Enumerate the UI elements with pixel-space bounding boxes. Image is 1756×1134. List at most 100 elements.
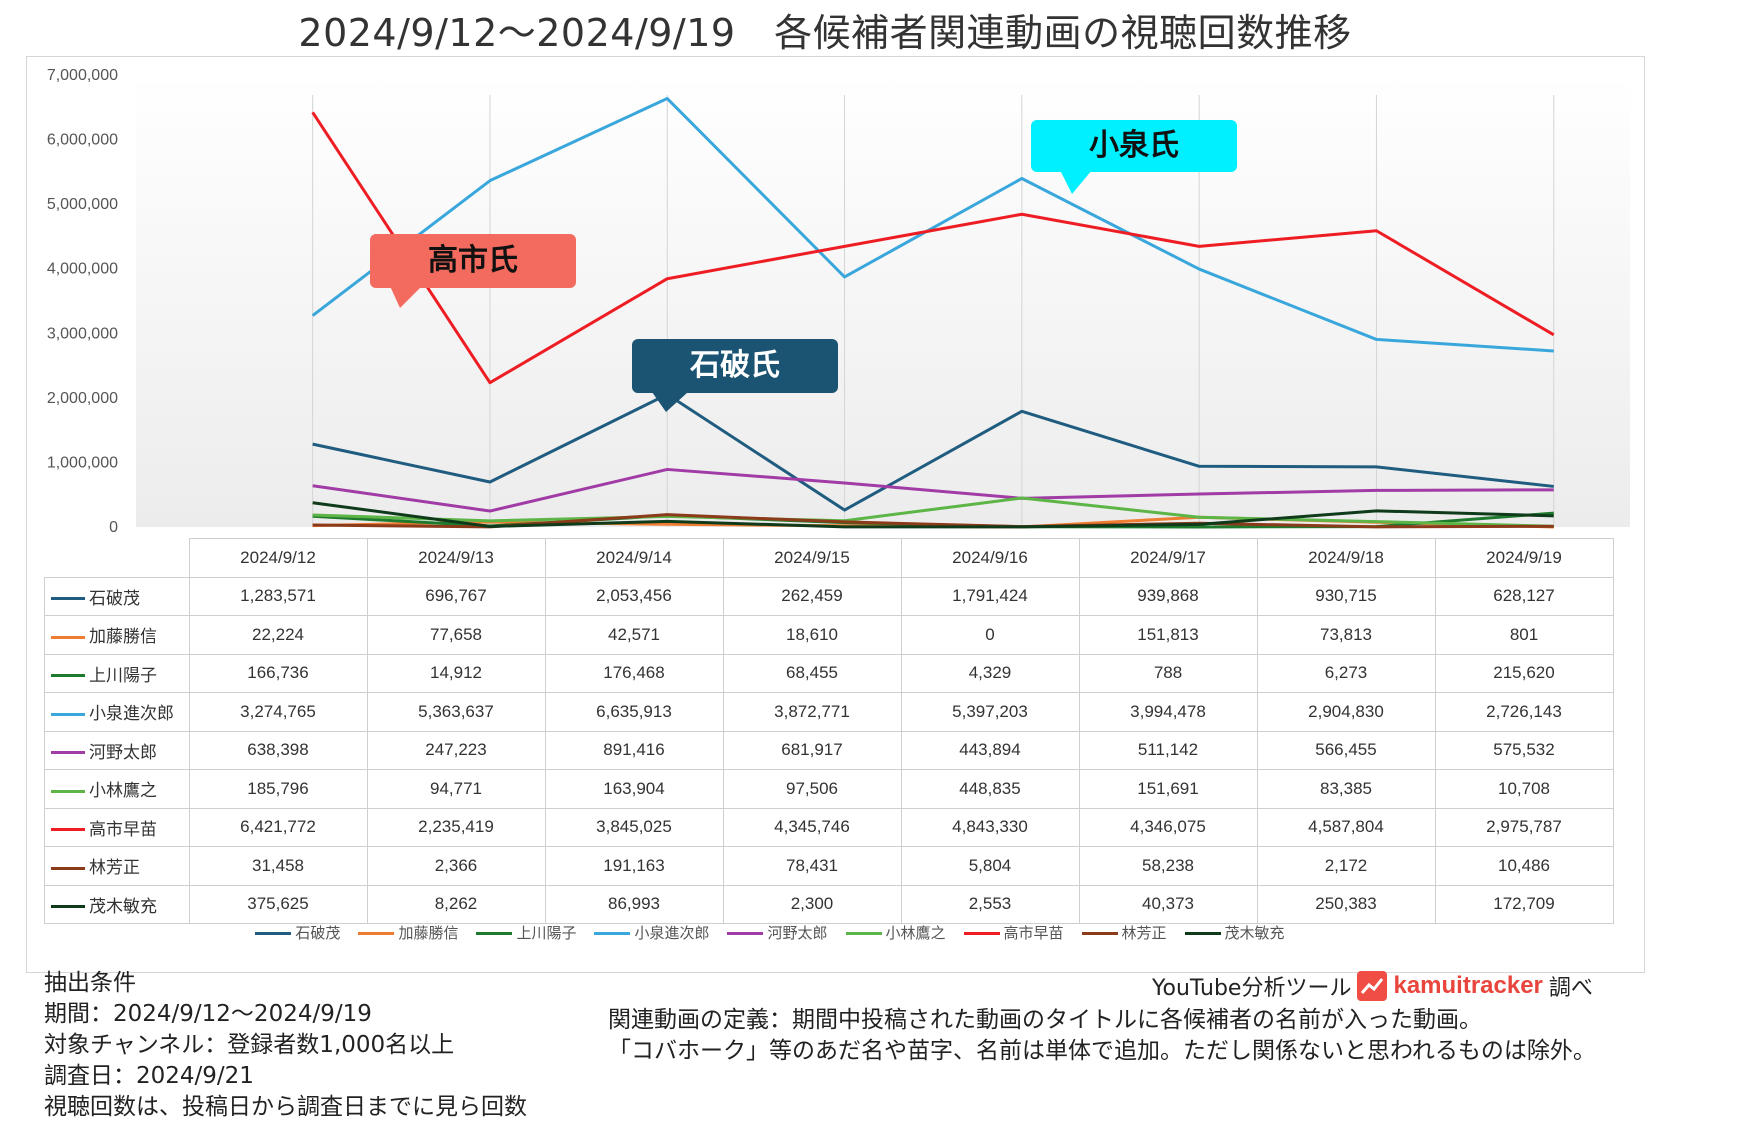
table-row-series-name: 小林鷹之 bbox=[44, 769, 190, 809]
legend-label: 上川陽子 bbox=[516, 924, 577, 942]
table-row-series-name: 上川陽子 bbox=[44, 653, 190, 693]
table-cell-value: 638,398 bbox=[188, 730, 368, 770]
series-name: 高市早苗 bbox=[89, 819, 157, 840]
table-cell-value: 4,587,804 bbox=[1256, 807, 1436, 847]
callout-ishiba: 石破氏 bbox=[632, 339, 838, 393]
legend-swatch bbox=[51, 905, 85, 909]
table-cell-value: 2,300 bbox=[722, 884, 902, 924]
legend-label: 加藤勝信 bbox=[398, 924, 459, 942]
table-cell-value: 2,053,456 bbox=[544, 576, 724, 616]
legend-swatch bbox=[51, 635, 85, 639]
table-cell-value: 628,127 bbox=[1434, 576, 1614, 616]
legend-label: 河野太郎 bbox=[767, 924, 828, 942]
table-cell-value: 801 bbox=[1434, 615, 1614, 655]
table-cell-value: 40,373 bbox=[1078, 884, 1258, 924]
y-tick-label: 3,000,000 bbox=[47, 325, 118, 342]
table-cell-value: 3,274,765 bbox=[188, 692, 368, 732]
table-cell-value: 163,904 bbox=[544, 769, 724, 809]
legend-swatch bbox=[1081, 932, 1118, 935]
table-cell-value: 6,635,913 bbox=[544, 692, 724, 732]
table-cell-value: 939,868 bbox=[1078, 576, 1258, 616]
table-cell-value: 97,506 bbox=[722, 769, 902, 809]
table-cell-value: 5,804 bbox=[900, 846, 1080, 886]
legend-item: 高市早苗 bbox=[963, 922, 1064, 943]
table-cell-value: 2,366 bbox=[366, 846, 546, 886]
series-name: 上川陽子 bbox=[89, 665, 157, 686]
table-cell-value: 172,709 bbox=[1434, 884, 1614, 924]
legend-label: 小泉進次郎 bbox=[634, 924, 710, 942]
table-cell-value: 6,273 bbox=[1256, 653, 1436, 693]
table-cell-value: 77,658 bbox=[366, 615, 546, 655]
table-cell-value: 78,431 bbox=[722, 846, 902, 886]
chart-legend: 石破茂 加藤勝信 上川陽子 小泉進次郎 河野太郎 小林鷹之 高市早苗 林芳正 茂木敏充 bbox=[0, 922, 1540, 943]
table-cell-value: 5,397,203 bbox=[900, 692, 1080, 732]
series-name: 小泉進次郎 bbox=[89, 704, 174, 725]
legend-swatch bbox=[51, 597, 85, 601]
table-row: 小林鷹之 185,796 94,771 163,904 97,506 448,835 151… bbox=[44, 769, 1614, 809]
legend-swatch bbox=[51, 789, 85, 793]
table-cell-value: 2,235,419 bbox=[366, 807, 546, 847]
table-cell-value: 215,620 bbox=[1434, 653, 1614, 693]
table-cell-value: 73,813 bbox=[1256, 615, 1436, 655]
table-cell-value: 94,771 bbox=[366, 769, 546, 809]
table-cell-value: 891,416 bbox=[544, 730, 724, 770]
table-cell-value: 5,363,637 bbox=[366, 692, 546, 732]
legend-swatch bbox=[51, 712, 85, 716]
series-line-小泉進次郎 bbox=[311, 97, 1554, 353]
table-cell-value: 511,142 bbox=[1078, 730, 1258, 770]
table-cell-value: 6,421,772 bbox=[188, 807, 368, 847]
series-line-石破茂 bbox=[312, 392, 1554, 512]
y-tick-label: 1,000,000 bbox=[47, 454, 118, 471]
table-cell-value: 930,715 bbox=[1256, 576, 1436, 616]
legend-swatch bbox=[476, 932, 513, 935]
table-column-header: 2024/9/14 bbox=[544, 538, 724, 578]
y-tick-label: 4,000,000 bbox=[47, 261, 118, 278]
series-name: 河野太郎 bbox=[89, 742, 157, 763]
table-cell-value: 2,553 bbox=[900, 884, 1080, 924]
y-tick-label: 6,000,000 bbox=[47, 132, 118, 149]
table-cell-value: 2,975,787 bbox=[1434, 807, 1614, 847]
table-cell-value: 4,346,075 bbox=[1078, 807, 1258, 847]
legend-label: 高市早苗 bbox=[1003, 924, 1064, 942]
table-cell-value: 42,571 bbox=[544, 615, 724, 655]
table-row: 高市早苗 6,421,772 2,235,419 3,845,025 4,345,746… bbox=[44, 807, 1614, 847]
callout-takaichi-label: 高市氏 bbox=[428, 243, 518, 278]
legend-swatch bbox=[51, 828, 85, 832]
y-tick-label: 5,000,000 bbox=[47, 196, 118, 213]
table-cell-value: 14,912 bbox=[366, 653, 546, 693]
legend-label: 林芳正 bbox=[1121, 924, 1167, 942]
table-row: 河野太郎 638,398 247,223 891,416 681,917 443,894 5… bbox=[44, 730, 1614, 770]
source-credit: YouTube分析ツール kamuitracker 調べ bbox=[1152, 970, 1593, 1002]
table-cell-value: 151,813 bbox=[1078, 615, 1258, 655]
table-cell-value: 3,845,025 bbox=[544, 807, 724, 847]
series-name: 林芳正 bbox=[89, 858, 140, 879]
table-row: 石破茂 1,283,571 696,767 2,053,456 262,459 1,791… bbox=[44, 576, 1614, 616]
table-cell-value: 151,691 bbox=[1078, 769, 1258, 809]
legend-swatch bbox=[51, 866, 85, 870]
table-cell-value: 22,224 bbox=[188, 615, 368, 655]
table-cell-value: 176,468 bbox=[544, 653, 724, 693]
series-line-茂木敏充 bbox=[312, 501, 1554, 529]
y-tick-label: 0 bbox=[109, 519, 118, 536]
legend-swatch bbox=[51, 751, 85, 755]
legend-item: 小泉進次郎 bbox=[594, 922, 709, 943]
legend-item: 茂木敏充 bbox=[1184, 922, 1285, 943]
table-column-header: 2024/9/17 bbox=[1078, 538, 1258, 578]
conditions-survey-date: 調査日：2024/9/21 bbox=[44, 1063, 254, 1089]
table-column-header: 2024/9/19 bbox=[1434, 538, 1614, 578]
conditions-channel: 対象チャンネル：登録者数1,000名以上 bbox=[44, 1032, 455, 1058]
table-cell-value: 58,238 bbox=[1078, 846, 1258, 886]
conditions-heading: 抽出条件 bbox=[44, 970, 136, 996]
table-cell-value: 68,455 bbox=[722, 653, 902, 693]
legend-swatch bbox=[594, 932, 631, 935]
series-name: 小林鷹之 bbox=[89, 781, 157, 802]
credit-suffix: 調べ bbox=[1548, 976, 1593, 1001]
legend-swatch bbox=[1184, 932, 1221, 935]
related-video-definition: 関連動画の定義：期間中投稿された動画のタイトルに各候補者の名前が入った動画。 「… bbox=[608, 1005, 1596, 1067]
table-cell-value: 443,894 bbox=[900, 730, 1080, 770]
table-cell-value: 250,383 bbox=[1256, 884, 1436, 924]
conditions-period: 期間：2024/9/12〜2024/9/19 bbox=[44, 1001, 372, 1027]
table-cell-value: 566,455 bbox=[1256, 730, 1436, 770]
table-cell-value: 191,163 bbox=[544, 846, 724, 886]
table-cell-value: 262,459 bbox=[722, 576, 902, 616]
